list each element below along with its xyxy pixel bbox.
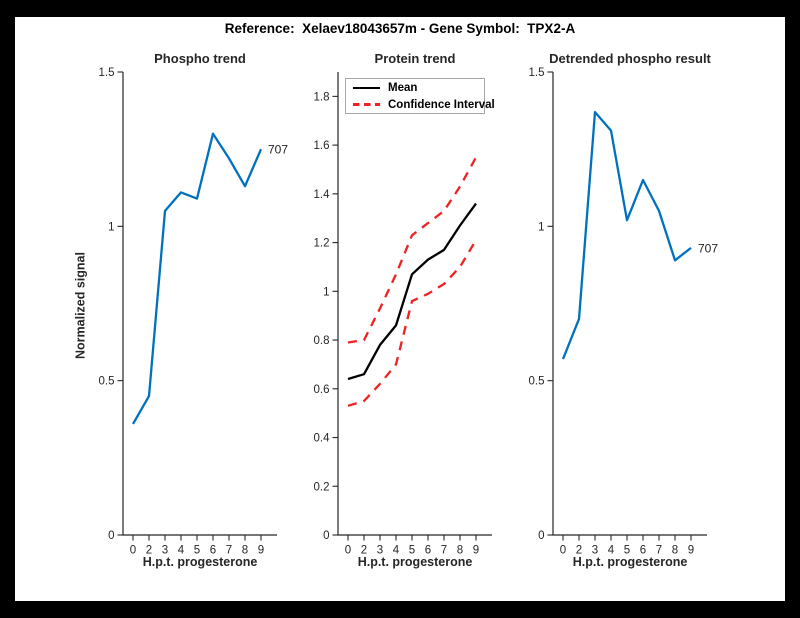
y-axis-label: Normalized signal: [73, 252, 88, 359]
figure-title: Reference: Xelaev18043657m - Gene Symbol…: [224, 21, 576, 36]
x-tick-label: 7: [656, 545, 662, 557]
x-tick-label: 2: [361, 545, 367, 557]
y-tick-label: 1.6: [314, 140, 330, 152]
x-tick-label: 5: [194, 545, 200, 557]
legend-row-mean: Mean: [346, 79, 484, 96]
legend-label-ci: Confidence Interval: [388, 98, 495, 111]
legend-box: Mean Confidence Interval: [345, 78, 495, 114]
x-tick-label: 3: [162, 545, 168, 557]
x-tick-label: 2: [146, 545, 152, 557]
y-tick-label: 0.5: [99, 376, 115, 388]
legend-row-ci: Confidence Interval: [346, 96, 495, 113]
y-tick-label: 0: [108, 530, 114, 542]
x-tick-label: 6: [640, 545, 646, 557]
series-line-mean: [347, 202, 477, 381]
x-tick-label: 3: [377, 545, 383, 557]
x-tick-label: 6: [425, 545, 431, 557]
endpoint-label: 707: [698, 241, 718, 255]
x-tick-label: 6: [210, 545, 216, 557]
x-tick-label: 3: [592, 545, 598, 557]
protein-trend-chart: 00.20.40.60.811.21.41.61.80 2 3 4 5 6 7 8 9: [314, 72, 492, 557]
x-tick-label: 2: [576, 545, 582, 557]
y-tick-label: 0: [538, 530, 544, 542]
axis-spines: [337, 72, 492, 536]
subplot-protein-title: Protein trend: [374, 51, 456, 66]
x-tick-label: 5: [409, 545, 415, 557]
series-line-confidence-interval-lower: [347, 239, 477, 407]
x-tick-label: 5: [624, 545, 630, 557]
y-tick-label: 1.2: [314, 238, 330, 250]
x-tick-label: 4: [608, 545, 615, 557]
x-axis-label-phospho: H.p.t. progesterone: [142, 555, 258, 569]
y-tick-label: 0.4: [314, 433, 331, 445]
y-tick-label: 1: [538, 221, 544, 233]
matlab-figure: Reference: Xelaev18043657m - Gene Symbol…: [15, 17, 785, 601]
x-axis-label-protein: H.p.t. progesterone: [357, 555, 473, 569]
mean-line-sample: [353, 86, 380, 89]
x-tick-label: 7: [441, 545, 447, 557]
y-tick-label: 0.6: [314, 384, 330, 396]
x-tick-label: 4: [393, 545, 400, 557]
x-tick-label: 0: [345, 545, 351, 557]
subplot-phospho-title: Phospho trend: [154, 51, 246, 66]
y-tick-label: 0.5: [529, 376, 545, 388]
x-tick-label: 9: [473, 545, 479, 557]
endpoint-label: 707: [268, 143, 288, 157]
x-tick-label: 8: [242, 545, 248, 557]
series-line-confidence-interval-upper: [347, 156, 478, 344]
x-tick-label: 0: [130, 545, 136, 557]
y-tick-label: 0.2: [314, 481, 330, 493]
x-axis-label-detrended: H.p.t. progesterone: [572, 555, 688, 569]
x-tick-label: 8: [672, 545, 678, 557]
y-tick-label: 1.8: [314, 91, 330, 103]
x-tick-label: 7: [226, 545, 232, 557]
x-tick-label: 9: [258, 545, 264, 557]
y-tick-label: 1.5: [529, 67, 545, 79]
y-tick-label: 1: [323, 286, 329, 298]
y-tick-label: 1: [108, 221, 114, 233]
series-line-phospho-signal: [132, 132, 263, 425]
y-tick-label: 0.8: [314, 335, 330, 347]
series-line-detrended-phospho: [561, 110, 692, 360]
x-tick-label: 0: [560, 545, 566, 557]
axis-spines: [122, 72, 277, 536]
y-tick-label: 0: [323, 530, 329, 542]
y-tick-label: 1.5: [99, 67, 115, 79]
subplot-detrended-title: Detrended phospho result: [549, 51, 711, 66]
axis-spines: [552, 72, 707, 536]
legend-label-mean: Mean: [388, 81, 418, 94]
x-tick-label: 8: [457, 545, 463, 557]
x-tick-label: 4: [178, 545, 185, 557]
ci-line-sample: [353, 103, 380, 106]
y-tick-label: 1.4: [314, 189, 331, 201]
x-tick-label: 9: [688, 545, 694, 557]
